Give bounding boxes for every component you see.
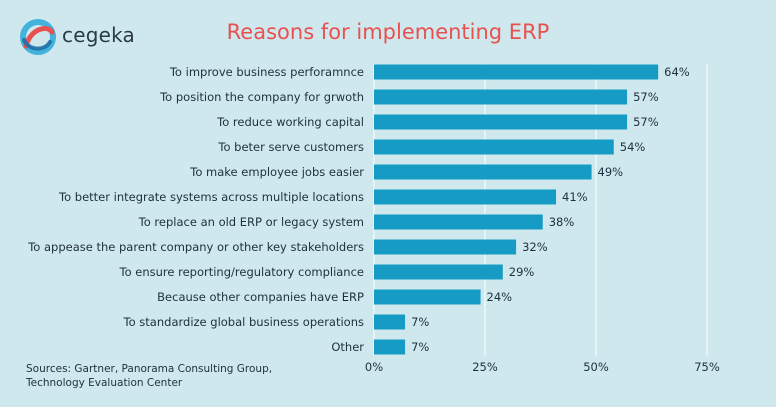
x-tick-label: 0% bbox=[365, 360, 383, 374]
category-label: To improve business perforamnce bbox=[169, 65, 364, 79]
x-tick-label: 50% bbox=[583, 360, 609, 374]
value-label: 64% bbox=[664, 65, 690, 79]
category-label: To ensure reporting/regulatory complianc… bbox=[119, 265, 365, 279]
bar bbox=[374, 314, 406, 330]
category-label: Other bbox=[331, 340, 364, 354]
value-label: 57% bbox=[633, 115, 659, 129]
bar bbox=[374, 164, 592, 180]
brand-name: cegeka bbox=[62, 23, 135, 47]
value-label: 57% bbox=[633, 90, 659, 104]
category-label: To reduce working capital bbox=[216, 115, 364, 129]
category-label: To beter serve customers bbox=[217, 140, 364, 154]
x-tick-label: 25% bbox=[472, 360, 498, 374]
bar bbox=[374, 289, 481, 305]
sources-line-2: Technology Evaluation Center bbox=[26, 377, 183, 389]
category-label: To position the company for grwoth bbox=[159, 90, 364, 104]
bar bbox=[374, 64, 659, 80]
bar bbox=[374, 239, 517, 255]
bar bbox=[374, 139, 614, 155]
bar bbox=[374, 89, 628, 105]
bar bbox=[374, 114, 628, 130]
category-label: To standardize global business operation… bbox=[123, 315, 364, 329]
category-label: To make employee jobs easier bbox=[189, 165, 364, 179]
bar bbox=[374, 189, 557, 205]
cegeka-logo-icon bbox=[20, 19, 56, 55]
category-label: To replace an old ERP or legacy system bbox=[138, 215, 364, 229]
bar bbox=[374, 214, 543, 230]
value-label: 29% bbox=[509, 265, 535, 279]
bars bbox=[374, 64, 659, 355]
value-label: 41% bbox=[562, 190, 588, 204]
sources-note: Sources: Gartner, Panorama Consulting Gr… bbox=[26, 362, 272, 390]
value-label: 49% bbox=[598, 165, 624, 179]
value-label: 24% bbox=[487, 290, 513, 304]
bar bbox=[374, 264, 503, 280]
value-label: 7% bbox=[411, 340, 429, 354]
value-label: 38% bbox=[549, 215, 575, 229]
value-label: 7% bbox=[411, 315, 429, 329]
labels: 0% 25% 50% 75% To improve business perforamn… bbox=[27, 65, 720, 374]
sources-line-1: Sources: Gartner, Panorama Consulting Gr… bbox=[26, 363, 273, 375]
value-label: 54% bbox=[620, 140, 646, 154]
value-label: 32% bbox=[522, 240, 548, 254]
bar bbox=[374, 339, 406, 355]
x-tick-label: 75% bbox=[694, 360, 720, 374]
category-label: To better integrate systems across multi… bbox=[58, 190, 364, 204]
chart-title: Reasons for implementing ERP bbox=[226, 20, 550, 44]
grid-lines bbox=[373, 64, 708, 356]
category-label: Because other companies have ERP bbox=[157, 290, 364, 304]
category-label: To appease the parent company or other k… bbox=[27, 240, 364, 254]
